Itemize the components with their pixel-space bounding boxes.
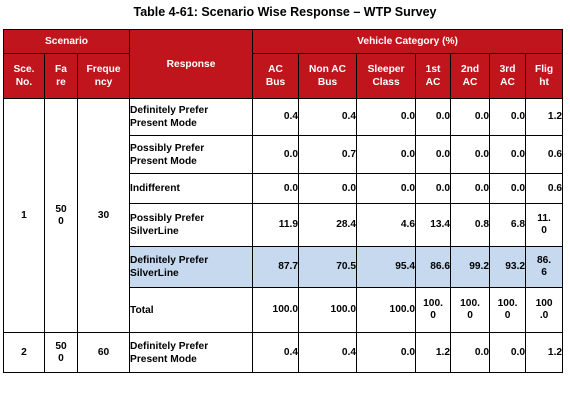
response-label: Indifferent: [129, 173, 254, 204]
value-cell: 0.8: [450, 203, 491, 247]
table-row: 1 50 0 30 Definitely Prefer Present Mode…: [3, 98, 564, 333]
value-cell: 100. 0: [450, 287, 491, 333]
response-label: Possibly Prefer Present Mode: [129, 135, 254, 174]
value-cell: 0.0: [356, 135, 417, 174]
value-cell: 0.0: [415, 98, 452, 136]
wtp-survey-table: Scenario Response Vehicle Category (%) S…: [2, 29, 564, 373]
value-cell: 1.2: [415, 332, 452, 373]
value-cell: 0.6: [525, 135, 564, 174]
scenario-header: Scenario: [2, 29, 131, 54]
value-cell: 0.0: [356, 332, 417, 373]
category-header-sleeper-class: Sleeper Class: [356, 53, 417, 99]
value-cell: 0.0: [298, 173, 358, 204]
scenario-fare: 50 0: [44, 98, 78, 333]
value-cell: 0.0: [450, 135, 491, 174]
value-cell: 11. 0: [525, 203, 564, 247]
category-header-ac-bus: AC Bus: [252, 53, 300, 99]
response-label: Definitely Prefer SilverLine: [129, 246, 254, 288]
value-cell: 0.7: [298, 135, 358, 174]
value-cell: 11.9: [252, 203, 300, 247]
value-cell: 0.0: [450, 332, 491, 373]
category-header-2nd-ac: 2nd AC: [450, 53, 491, 99]
response-label: Definitely Prefer Present Mode: [129, 98, 254, 136]
value-cell: 70.5: [298, 246, 358, 288]
value-cell: 87.7: [252, 246, 300, 288]
value-cell: 0.4: [252, 98, 300, 136]
category-header-non-ac-bus: Non AC Bus: [298, 53, 358, 99]
value-cell: 100.0: [252, 287, 300, 333]
table-caption: Table 4-61: Scenario Wise Response – WTP…: [133, 5, 437, 19]
value-cell: 4.6: [356, 203, 417, 247]
fare-header: Fa re: [44, 53, 78, 99]
value-cell: 86.6: [415, 246, 452, 288]
response-label: Definitely Prefer Present Mode: [129, 332, 254, 373]
value-cell: 99.2: [450, 246, 491, 288]
sce-no-header: Sce. No.: [3, 53, 45, 99]
scenario-number: 2: [3, 332, 45, 373]
scenario-frequency: 60: [76, 332, 131, 373]
value-cell: 0.0: [450, 173, 491, 204]
value-cell: 100.0: [356, 287, 417, 333]
value-cell: 0.0: [252, 173, 300, 204]
category-header-3rd-ac: 3rd AC: [489, 53, 527, 99]
table-row-total: Total 100.0 100.0 100.0 100. 0 100. 0 10…: [4, 287, 564, 333]
category-header-1st-ac: 1st AC: [415, 53, 452, 99]
value-cell: 0.4: [252, 332, 300, 373]
value-cell: 0.0: [356, 173, 417, 204]
value-cell: 0.0: [489, 135, 527, 174]
value-cell: 0.0: [489, 332, 527, 373]
value-cell: 100.0: [298, 287, 358, 333]
value-cell: 1.2: [525, 98, 564, 136]
value-cell: 28.4: [298, 203, 358, 247]
scenario-number: 1: [3, 98, 45, 333]
value-cell: 0.4: [298, 332, 358, 373]
value-cell: 0.0: [489, 173, 527, 204]
value-cell: 86. 6: [525, 246, 564, 288]
vehicle-category-header: Vehicle Category (%): [252, 29, 564, 54]
table-row-highlighted: Definitely Prefer SilverLine 87.7 70.5 9…: [4, 246, 564, 288]
value-cell: 0.0: [489, 98, 527, 136]
value-cell: 100. 0: [415, 287, 452, 333]
response-label: Possibly Prefer SilverLine: [129, 203, 254, 247]
frequency-header: Freque ncy: [76, 53, 131, 99]
value-cell: 0.6: [525, 173, 564, 204]
value-cell: 1.2: [525, 332, 564, 373]
value-cell: 0.0: [356, 98, 417, 136]
value-cell: 0.0: [252, 135, 300, 174]
category-header-flight: Flig ht: [525, 53, 564, 99]
value-cell: 0.0: [450, 98, 491, 136]
table-row: Possibly Prefer SilverLine 11.9 28.4 4.6…: [4, 203, 564, 247]
value-cell: 0.4: [298, 98, 358, 136]
value-cell: 13.4: [415, 203, 452, 247]
value-cell: 0.0: [415, 135, 452, 174]
table-row: 2 50 0 60 Definitely Prefer Present Mode…: [3, 332, 564, 373]
response-header: Response: [129, 29, 254, 99]
value-cell: 93.2: [489, 246, 527, 288]
scenario-fare: 50 0: [44, 332, 78, 373]
value-cell: 6.8: [489, 203, 527, 247]
response-label: Total: [129, 287, 254, 333]
value-cell: 95.4: [356, 246, 417, 288]
value-cell: 100. 0: [489, 287, 527, 333]
scenario-frequency: 30: [76, 98, 131, 333]
value-cell: 0.0: [415, 173, 452, 204]
value-cell: 100 .0: [525, 287, 564, 333]
table-row: Indifferent 0.0 0.0 0.0 0.0 0.0 0.0 0.6: [4, 173, 564, 204]
